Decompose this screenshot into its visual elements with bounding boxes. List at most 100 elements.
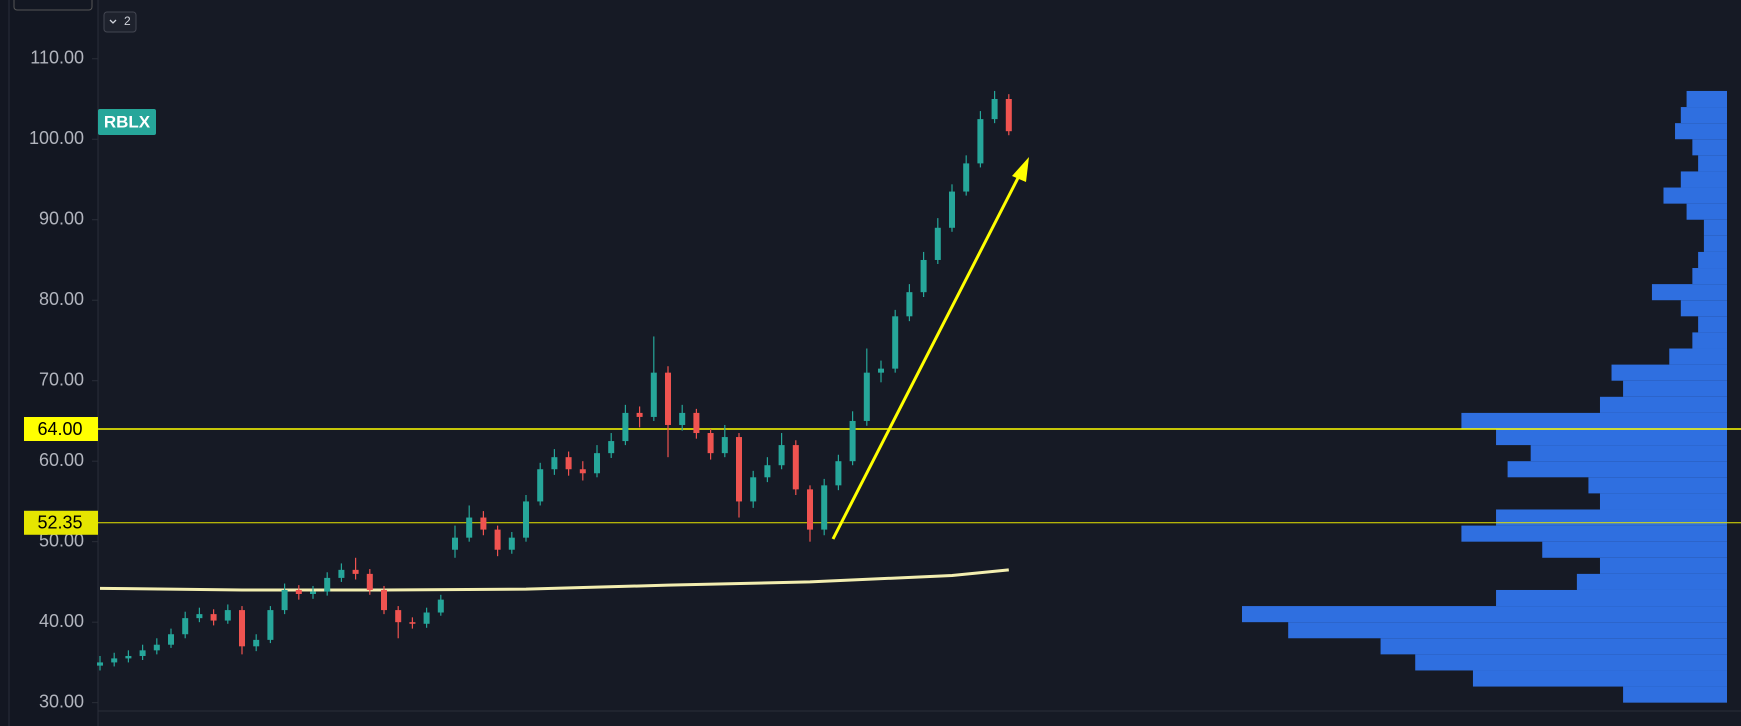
candle-body [423,612,430,624]
candle-body [707,433,714,454]
candle-body [352,569,359,574]
candle-body [139,650,146,656]
candle-body [437,599,444,613]
y-tick-label: 80.00 [39,289,84,309]
candle-body [210,614,217,621]
candle-body [537,469,544,502]
trend-arrow [831,157,1029,540]
candle-body [111,658,118,663]
volume-bar [1698,155,1727,172]
y-tick-label: 60.00 [39,450,84,470]
candle-body [594,453,600,474]
levels [98,428,1741,524]
candle-body [224,610,231,621]
candle-body [295,589,302,594]
volume-bar [1576,573,1727,590]
volume-bar [1651,284,1727,301]
volume-bar [1599,396,1727,413]
candle-body [679,412,686,425]
price-axis-panel [0,0,98,726]
candle-body [168,634,174,645]
candle-body [920,259,927,293]
candle-body [508,537,515,550]
volume-bar [1599,493,1727,510]
candle-body [381,589,387,611]
candle-body [523,501,529,538]
y-tick-label: 100.00 [29,128,84,148]
currency-box[interactable] [13,0,93,11]
candle-body [565,457,572,470]
candle-body [807,489,813,530]
candle-body [97,662,103,666]
volume-bar [1669,348,1727,365]
level-badge [24,417,98,441]
volume-bar [1496,509,1727,526]
volume-bar [1496,429,1727,446]
candle-body [878,368,884,373]
candle-body [835,461,842,486]
y-tick-label: 50.00 [39,530,84,550]
candle-body [1005,99,1012,132]
volume-bar [1530,445,1727,462]
candle-body [849,420,856,462]
candle-body [949,191,955,228]
volume-bar [1703,235,1727,252]
level-label: 52.35 [37,513,82,533]
candle-body [153,644,160,651]
candle-body [452,537,458,550]
y-tick-label: 90.00 [39,208,84,228]
candle-body [267,610,274,640]
candle-body [622,412,629,442]
volume-bar [1680,107,1727,124]
candle-body [721,437,728,454]
candle-body [750,477,757,502]
volume-bar [1663,187,1727,204]
candle-body [650,372,657,417]
volume-bar [1461,525,1727,542]
candle-body [551,457,558,470]
candle-body [310,591,316,594]
y-tick-label: 110.00 [30,48,84,68]
candle-body [409,622,416,624]
volume-bar [1461,412,1727,429]
volume-bar [1692,268,1727,285]
candle-body [366,573,373,590]
candle-body [324,577,331,592]
candle-body [792,445,799,490]
volume-bar [1686,203,1727,220]
candle-body [693,412,700,434]
y-tick-label: 30.00 [39,691,84,711]
volume-profile [1242,90,1727,703]
y-tick-label: 40.00 [39,611,84,631]
candle-body [125,655,132,659]
candle-body [466,517,473,538]
volume-bar [1472,670,1727,687]
volume-bar [1542,541,1727,558]
volume-bar [1611,364,1727,381]
candles [97,90,1012,671]
candle-body [253,639,260,647]
candle-body [579,469,586,474]
moving-average [99,568,1009,592]
volume-bar [1623,686,1727,703]
candle-body [494,529,501,550]
volume-bar [1599,557,1727,574]
candle-body [778,445,785,466]
candle-body [991,99,998,120]
volume-bar [1288,622,1727,639]
candle-body [338,569,345,578]
volume-bar [1698,316,1727,333]
candle-body [821,485,828,530]
candle-body [906,292,913,317]
level-label: 64.00 [37,419,82,439]
candle-body [480,517,487,530]
candle-body [963,163,970,192]
level-badge [24,510,98,535]
candle-body [636,412,643,417]
candle-body [977,119,984,164]
legend-toggle[interactable]: 2 [103,11,137,33]
volume-bar [1496,589,1727,607]
volume-bar [1415,654,1727,671]
